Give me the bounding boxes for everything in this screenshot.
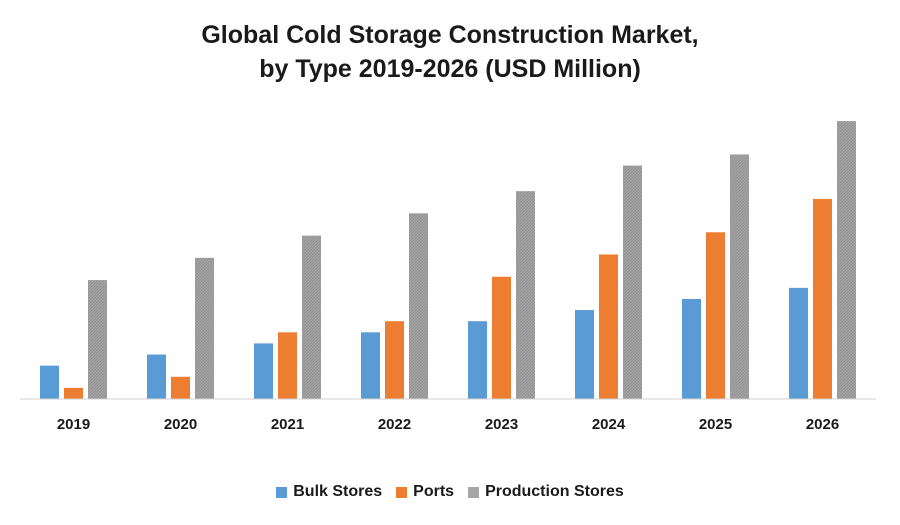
legend-item-bulk-stores: Bulk Stores: [276, 483, 382, 501]
bar-bulk-stores-2020: [147, 354, 166, 399]
bar-bulk-stores-2026: [789, 287, 808, 399]
legend-swatch-production-stores: [468, 486, 480, 498]
legend-swatch-ports: [396, 486, 408, 498]
bar-ports-2021: [278, 332, 297, 399]
bar-bulk-stores-2024: [575, 310, 594, 399]
legend: Bulk Stores Ports Production Stores: [0, 483, 900, 501]
bar-bulk-stores-2021: [254, 343, 273, 399]
bar-ports-2026: [813, 198, 832, 399]
legend-label-production-stores: Production Stores: [485, 483, 624, 500]
bar-ports-2019: [64, 387, 83, 399]
legend-label-bulk-stores: Bulk Stores: [293, 483, 383, 500]
bar-ports-2022: [385, 321, 404, 399]
bar-production-stores-2024: [623, 165, 642, 399]
bar-bulk-stores-2022: [361, 332, 380, 399]
bar-production-stores-2023: [516, 191, 535, 399]
bars: [40, 121, 856, 399]
legend-item-ports: Ports: [396, 483, 454, 501]
legend-item-production-stores: Production Stores: [468, 483, 624, 501]
chart-title: Global Cold Storage Construction Market,…: [0, 18, 900, 86]
x-tick-label-2020: 2020: [164, 416, 197, 433]
bar-production-stores-2019: [88, 280, 107, 399]
bar-bulk-stores-2019: [40, 365, 59, 399]
chart-title-line-1: Global Cold Storage Construction Market,: [201, 21, 699, 49]
bar-production-stores-2025: [730, 154, 749, 399]
bar-ports-2023: [492, 276, 511, 399]
chart-title-line-2: by Type 2019-2026 (USD Million): [259, 55, 641, 83]
x-tick-label-2021: 2021: [271, 416, 304, 433]
x-tick-label-2019: 2019: [57, 416, 90, 433]
bar-ports-2025: [706, 232, 725, 399]
bar-production-stores-2021: [302, 235, 321, 399]
x-tick-label-2026: 2026: [806, 416, 839, 433]
x-tick-label-2025: 2025: [699, 416, 732, 433]
x-tick-label-2024: 2024: [592, 416, 626, 433]
bar-ports-2024: [599, 254, 618, 399]
legend-label-ports: Ports: [413, 483, 455, 500]
x-tick-label-2022: 2022: [378, 416, 411, 433]
x-tick-label-2023: 2023: [485, 416, 518, 433]
bar-ports-2020: [171, 376, 190, 399]
bar-bulk-stores-2023: [468, 321, 487, 399]
bar-production-stores-2020: [195, 257, 214, 399]
legend-swatch-bulk-stores: [276, 486, 288, 498]
bar-production-stores-2022: [409, 213, 428, 399]
bar-bulk-stores-2025: [682, 298, 701, 399]
bar-production-stores-2026: [837, 121, 856, 399]
